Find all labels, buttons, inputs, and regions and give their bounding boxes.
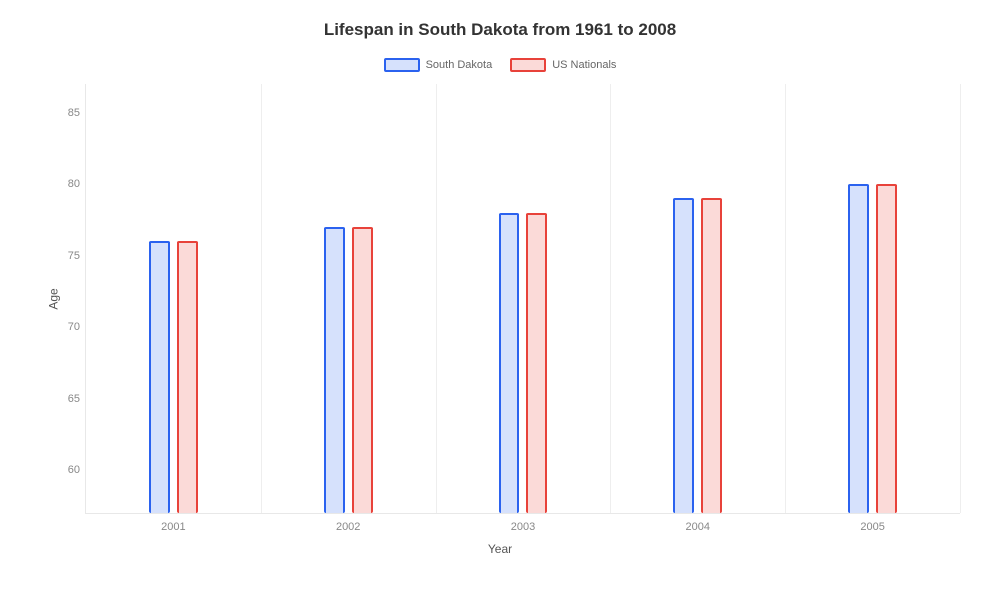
chart-container: Lifespan in South Dakota from 1961 to 20… <box>0 0 1000 600</box>
y-tick-label: 65 <box>50 393 80 405</box>
grid-line <box>610 84 611 513</box>
bar <box>324 227 345 513</box>
bar <box>876 184 897 513</box>
bar <box>526 213 547 513</box>
y-tick-label: 60 <box>50 464 80 476</box>
bar <box>673 198 694 513</box>
y-axis-title: Age <box>47 288 61 309</box>
x-axis-title: Year <box>30 542 970 556</box>
legend-item: US Nationals <box>510 58 616 72</box>
grid-line <box>785 84 786 513</box>
x-tick-label: 2003 <box>511 521 535 533</box>
bar <box>177 241 198 513</box>
bar <box>848 184 869 513</box>
legend-label: South Dakota <box>426 59 493 71</box>
bar <box>499 213 520 513</box>
legend-swatch <box>384 58 420 72</box>
chart-title: Lifespan in South Dakota from 1961 to 20… <box>30 20 970 40</box>
legend: South Dakota US Nationals <box>30 58 970 72</box>
legend-swatch <box>510 58 546 72</box>
y-tick-label: 70 <box>50 321 80 333</box>
plot-area: 20012002200320042005606570758085 <box>85 84 960 514</box>
x-tick-label: 2002 <box>336 521 360 533</box>
plot-wrap: Age 20012002200320042005606570758085 <box>85 84 960 514</box>
grid-line <box>960 84 961 513</box>
legend-item: South Dakota <box>384 58 493 72</box>
bar <box>149 241 170 513</box>
y-tick-label: 85 <box>50 107 80 119</box>
grid-line <box>261 84 262 513</box>
bar <box>352 227 373 513</box>
x-tick-label: 2004 <box>686 521 710 533</box>
x-tick-label: 2005 <box>860 521 884 533</box>
y-tick-label: 80 <box>50 178 80 190</box>
bar <box>701 198 722 513</box>
x-tick-label: 2001 <box>161 521 185 533</box>
y-tick-label: 75 <box>50 250 80 262</box>
legend-label: US Nationals <box>552 59 616 71</box>
grid-line <box>436 84 437 513</box>
